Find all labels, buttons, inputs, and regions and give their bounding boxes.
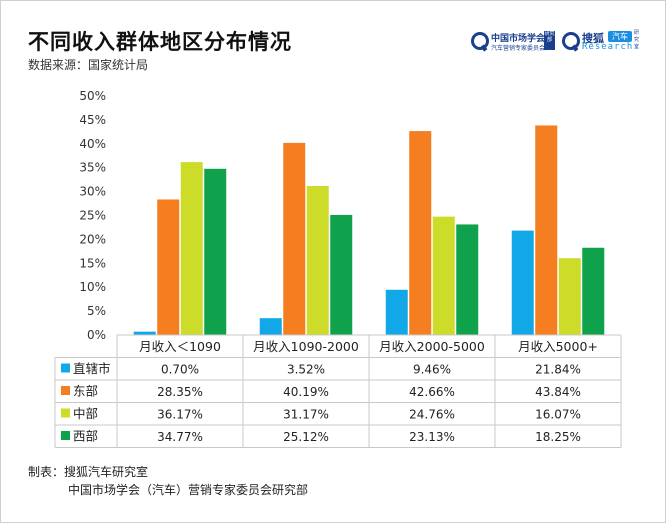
y-tick-label: 45% xyxy=(79,113,106,127)
data-label: 40.19% xyxy=(283,385,329,399)
logo-ring-icon xyxy=(562,32,580,50)
bar xyxy=(306,186,329,335)
data-label: 23.13% xyxy=(409,430,455,444)
x-category-label: 月收入5000+ xyxy=(518,339,598,354)
logo-left-tag: 研究部 xyxy=(544,31,555,50)
legend-label: 东部 xyxy=(73,384,98,399)
logo-left-line2: 汽车营销专家委员会 xyxy=(491,45,546,52)
x-category-label: 月收入＜1090 xyxy=(139,339,221,354)
y-tick-label: 0% xyxy=(87,328,106,342)
data-label: 34.77% xyxy=(157,430,203,444)
legend-swatch xyxy=(61,408,70,418)
data-label: 24.76% xyxy=(409,408,455,422)
footer-line2: 中国市场学会（汽车）营销专家委员会研究部 xyxy=(68,483,309,497)
bar xyxy=(409,131,432,335)
y-tick-label: 50% xyxy=(79,89,106,103)
data-label: 0.70% xyxy=(161,363,199,377)
footer-line1: 搜狐汽车研究室 xyxy=(64,465,149,479)
bar xyxy=(535,125,558,336)
legend-label: 直辖市 xyxy=(73,361,111,376)
bar xyxy=(283,142,306,335)
data-label: 43.84% xyxy=(535,385,581,399)
bar xyxy=(558,258,581,335)
legend-swatch xyxy=(61,363,70,373)
data-label: 21.84% xyxy=(535,363,581,377)
y-tick-label: 25% xyxy=(79,209,106,223)
logo-right-side: 研究室 xyxy=(634,30,640,50)
data-label: 36.17% xyxy=(157,408,203,422)
y-tick-label: 35% xyxy=(79,161,106,175)
logo-right-name: 搜狐 xyxy=(582,32,604,45)
logo-right-badge: 汽车 xyxy=(608,31,632,42)
bar xyxy=(180,162,203,335)
legend-label: 西部 xyxy=(73,429,98,444)
bar xyxy=(456,224,479,335)
legend-swatch xyxy=(61,431,70,440)
footer-label: 制表： xyxy=(28,465,65,479)
y-tick-label: 15% xyxy=(79,256,106,270)
y-tick-label: 40% xyxy=(79,137,106,151)
data-label: 16.07% xyxy=(535,408,581,422)
data-label: 9.46% xyxy=(413,363,451,377)
market-society-logo: 中国市场学会 汽车营销专家委员会 研究部 xyxy=(471,30,557,52)
logo-right-brand: Research xyxy=(582,42,634,52)
bar xyxy=(511,230,534,335)
chart-title: 不同收入群体地区分布情况 xyxy=(28,30,292,54)
sohu-research-logo: 搜狐 汽车 Research 研究室 xyxy=(562,30,642,52)
bar xyxy=(432,216,455,335)
data-label: 28.35% xyxy=(157,385,203,399)
x-category-label: 月收入2000-5000 xyxy=(379,339,485,354)
data-label: 42.66% xyxy=(409,385,455,399)
bar xyxy=(385,289,408,335)
bar xyxy=(157,199,180,335)
legend-label: 中部 xyxy=(73,406,98,421)
y-tick-label: 10% xyxy=(79,280,106,294)
y-tick-label: 20% xyxy=(79,232,106,246)
bar xyxy=(582,247,605,335)
x-category-label: 月收入1090-2000 xyxy=(253,339,359,354)
legend-swatch xyxy=(61,386,70,395)
data-label: 18.25% xyxy=(535,430,581,444)
data-label: 3.52% xyxy=(287,363,325,377)
footer-credits: 制表：搜狐汽车研究室 中国市场学会（汽车）营销专家委员会研究部 xyxy=(28,463,308,499)
logo-ring-icon xyxy=(471,32,489,50)
data-label: 25.12% xyxy=(283,430,329,444)
bar xyxy=(133,331,156,335)
data-source: 数据来源：国家统计局 xyxy=(28,58,149,72)
y-tick-label: 5% xyxy=(87,304,106,318)
y-tick-label: 30% xyxy=(79,185,106,199)
bar xyxy=(259,318,282,335)
bar xyxy=(330,214,353,335)
logo-left-line1: 中国市场学会 xyxy=(491,34,546,44)
bar xyxy=(204,168,227,335)
data-label: 31.17% xyxy=(283,408,329,422)
